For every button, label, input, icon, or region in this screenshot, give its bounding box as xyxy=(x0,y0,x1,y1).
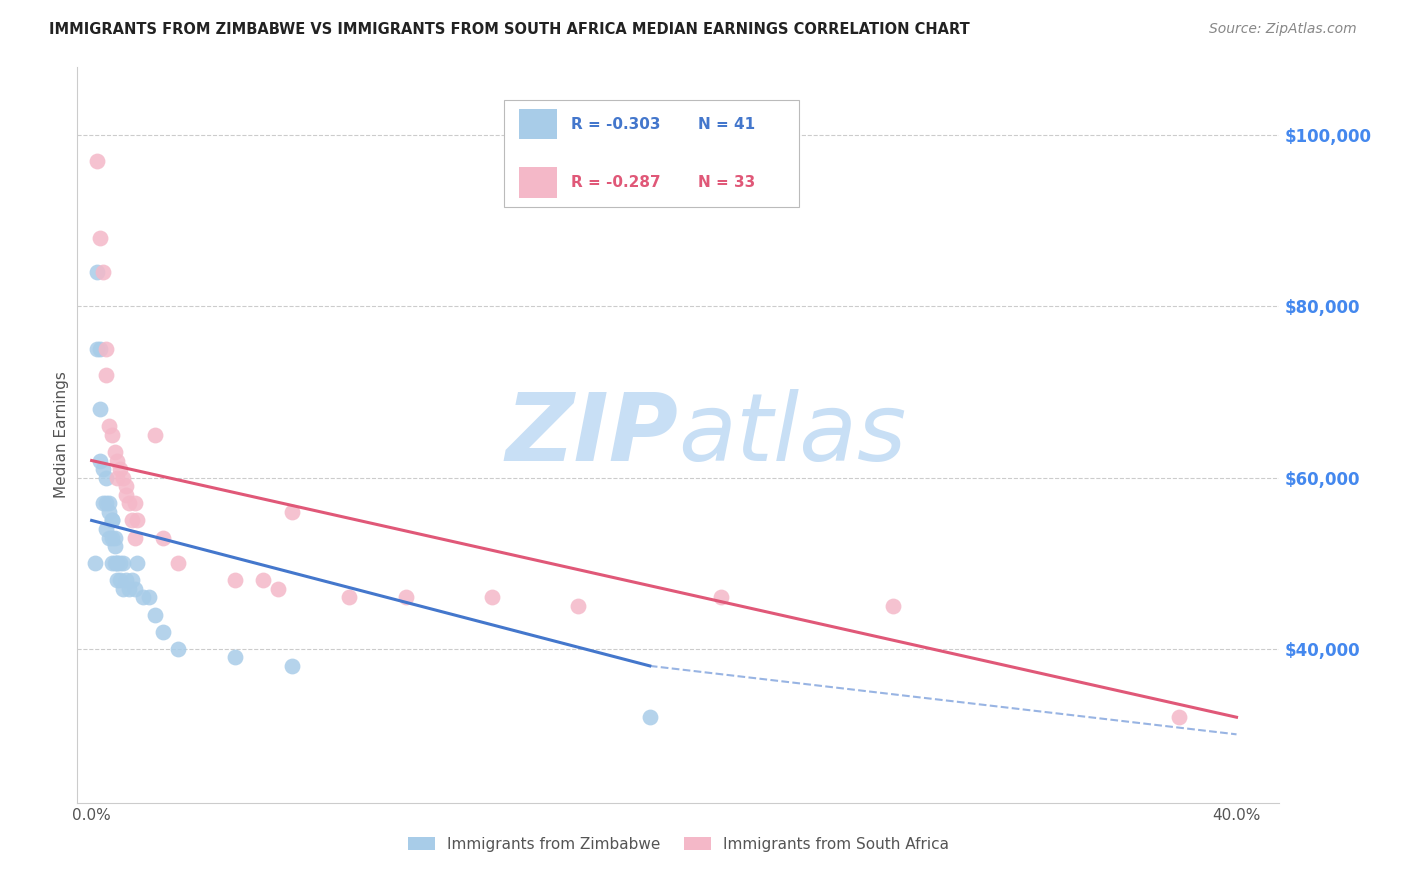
Point xyxy=(112,556,135,570)
Point xyxy=(115,479,138,493)
FancyBboxPatch shape xyxy=(505,100,799,207)
Point xyxy=(121,513,143,527)
Point xyxy=(567,599,589,613)
Bar xyxy=(519,109,557,139)
Point xyxy=(152,531,174,545)
Point xyxy=(115,574,138,588)
Point xyxy=(224,650,246,665)
Point xyxy=(143,428,166,442)
Point xyxy=(100,556,122,570)
Point xyxy=(94,470,117,484)
Point xyxy=(103,539,125,553)
Point xyxy=(94,496,117,510)
Point xyxy=(107,470,129,484)
Point xyxy=(89,402,111,417)
Text: R = -0.303: R = -0.303 xyxy=(571,117,661,131)
Point xyxy=(89,231,111,245)
Point xyxy=(103,556,125,570)
Point xyxy=(281,659,304,673)
Point xyxy=(124,496,146,510)
Point xyxy=(91,496,114,510)
Text: R = -0.287: R = -0.287 xyxy=(571,175,661,190)
Point xyxy=(86,265,108,279)
Point xyxy=(110,462,132,476)
Point xyxy=(86,154,108,169)
Point xyxy=(83,556,105,570)
Text: N = 33: N = 33 xyxy=(697,175,755,190)
Point xyxy=(100,428,122,442)
Point xyxy=(166,641,188,656)
Point xyxy=(100,531,122,545)
Point xyxy=(118,582,141,596)
Point xyxy=(638,710,661,724)
Point xyxy=(121,574,143,588)
Point xyxy=(112,582,135,596)
Point xyxy=(395,591,418,605)
Point xyxy=(94,522,117,536)
Point xyxy=(91,462,114,476)
Point xyxy=(103,445,125,459)
Text: N = 41: N = 41 xyxy=(697,117,755,131)
Point xyxy=(112,470,135,484)
Point xyxy=(124,582,146,596)
Point xyxy=(103,531,125,545)
Point xyxy=(97,496,120,510)
Point xyxy=(132,591,155,605)
Point xyxy=(1168,710,1191,724)
Point xyxy=(107,453,129,467)
Point xyxy=(100,513,122,527)
Text: Source: ZipAtlas.com: Source: ZipAtlas.com xyxy=(1209,22,1357,37)
Point xyxy=(107,574,129,588)
Point xyxy=(100,513,122,527)
Point xyxy=(97,505,120,519)
Point xyxy=(127,556,149,570)
Point xyxy=(267,582,290,596)
Text: IMMIGRANTS FROM ZIMBABWE VS IMMIGRANTS FROM SOUTH AFRICA MEDIAN EARNINGS CORRELA: IMMIGRANTS FROM ZIMBABWE VS IMMIGRANTS F… xyxy=(49,22,970,37)
Point xyxy=(94,368,117,382)
Point xyxy=(115,488,138,502)
Text: atlas: atlas xyxy=(679,389,907,481)
Point xyxy=(86,343,108,357)
Point xyxy=(143,607,166,622)
Point xyxy=(118,496,141,510)
Point xyxy=(710,591,733,605)
Point xyxy=(166,556,188,570)
Point xyxy=(89,453,111,467)
Point xyxy=(110,556,132,570)
Point xyxy=(281,505,304,519)
Point xyxy=(337,591,360,605)
Legend: Immigrants from Zimbabwe, Immigrants from South Africa: Immigrants from Zimbabwe, Immigrants fro… xyxy=(402,830,955,858)
Text: ZIP: ZIP xyxy=(506,389,679,481)
Point xyxy=(124,531,146,545)
Point xyxy=(882,599,904,613)
Point xyxy=(110,574,132,588)
Bar xyxy=(519,168,557,198)
Point xyxy=(107,556,129,570)
Point xyxy=(138,591,160,605)
Y-axis label: Median Earnings: Median Earnings xyxy=(53,371,69,499)
Point xyxy=(97,531,120,545)
Point xyxy=(89,343,111,357)
Point xyxy=(252,574,274,588)
Point xyxy=(127,513,149,527)
Point xyxy=(481,591,503,605)
Point xyxy=(91,265,114,279)
Point xyxy=(152,624,174,639)
Point xyxy=(107,556,129,570)
Point xyxy=(97,419,120,434)
Point xyxy=(94,343,117,357)
Point xyxy=(224,574,246,588)
